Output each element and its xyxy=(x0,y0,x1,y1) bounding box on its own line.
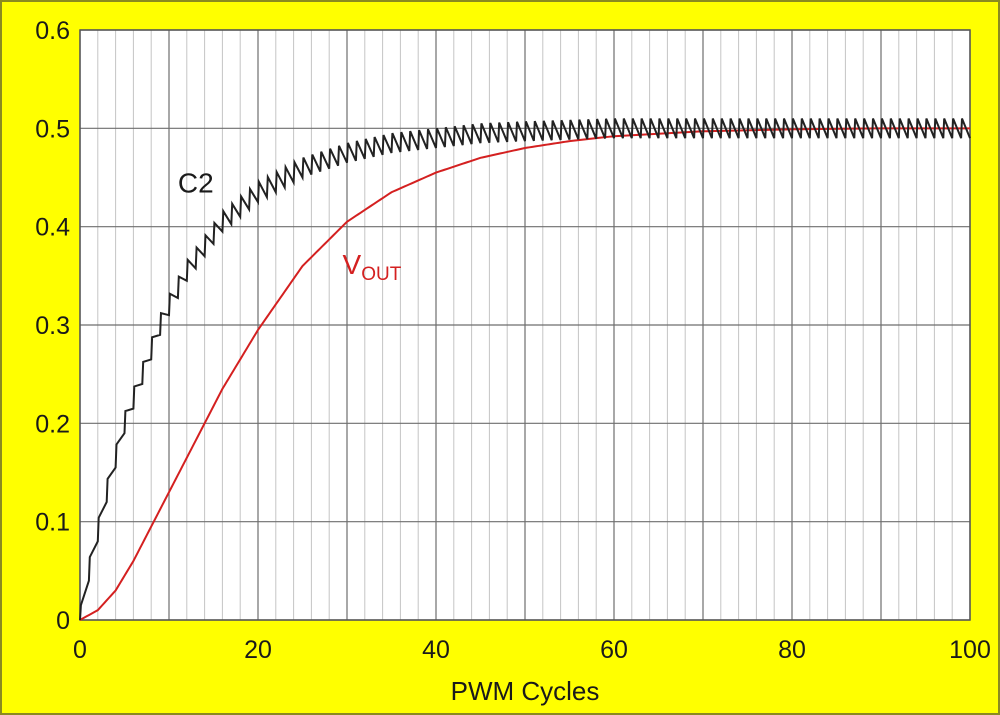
x-tick-label: 100 xyxy=(949,636,991,664)
y-tick-label: 0.5 xyxy=(35,115,70,143)
x-tick-label: 80 xyxy=(778,636,806,664)
c2-annotation-text: C2 xyxy=(178,167,214,198)
y-tick-label: 0.1 xyxy=(35,509,70,537)
vout-annotation-main: V xyxy=(343,249,362,280)
c2-annotation: C2 xyxy=(178,167,214,198)
vout-series-line xyxy=(79,127,970,621)
y-tick-label: 0.6 xyxy=(35,17,70,45)
x-tick-label: 0 xyxy=(73,636,87,664)
y-tick-labels: 0 0.1 0.2 0.3 0.4 0.5 0.6 xyxy=(35,17,70,635)
y-tick-label: 0.2 xyxy=(35,410,70,438)
x-axis-label: PWM Cycles xyxy=(451,676,600,706)
x-tick-labels: 0 20 40 60 80 100 xyxy=(73,636,991,664)
x-tick-label: 60 xyxy=(600,636,628,664)
y-tick-label: 0 xyxy=(56,607,70,635)
vout-annotation-sub: OUT xyxy=(361,264,402,285)
x-tick-label: 20 xyxy=(244,636,272,664)
vout-annotation: VOUT xyxy=(343,249,402,285)
series-layer xyxy=(79,118,971,621)
c2-series-line xyxy=(79,118,971,621)
x-tick-label: 40 xyxy=(422,636,450,664)
plot-border xyxy=(79,29,971,621)
y-tick-label: 0.4 xyxy=(35,214,70,242)
y-tick-label: 0.3 xyxy=(35,312,70,340)
